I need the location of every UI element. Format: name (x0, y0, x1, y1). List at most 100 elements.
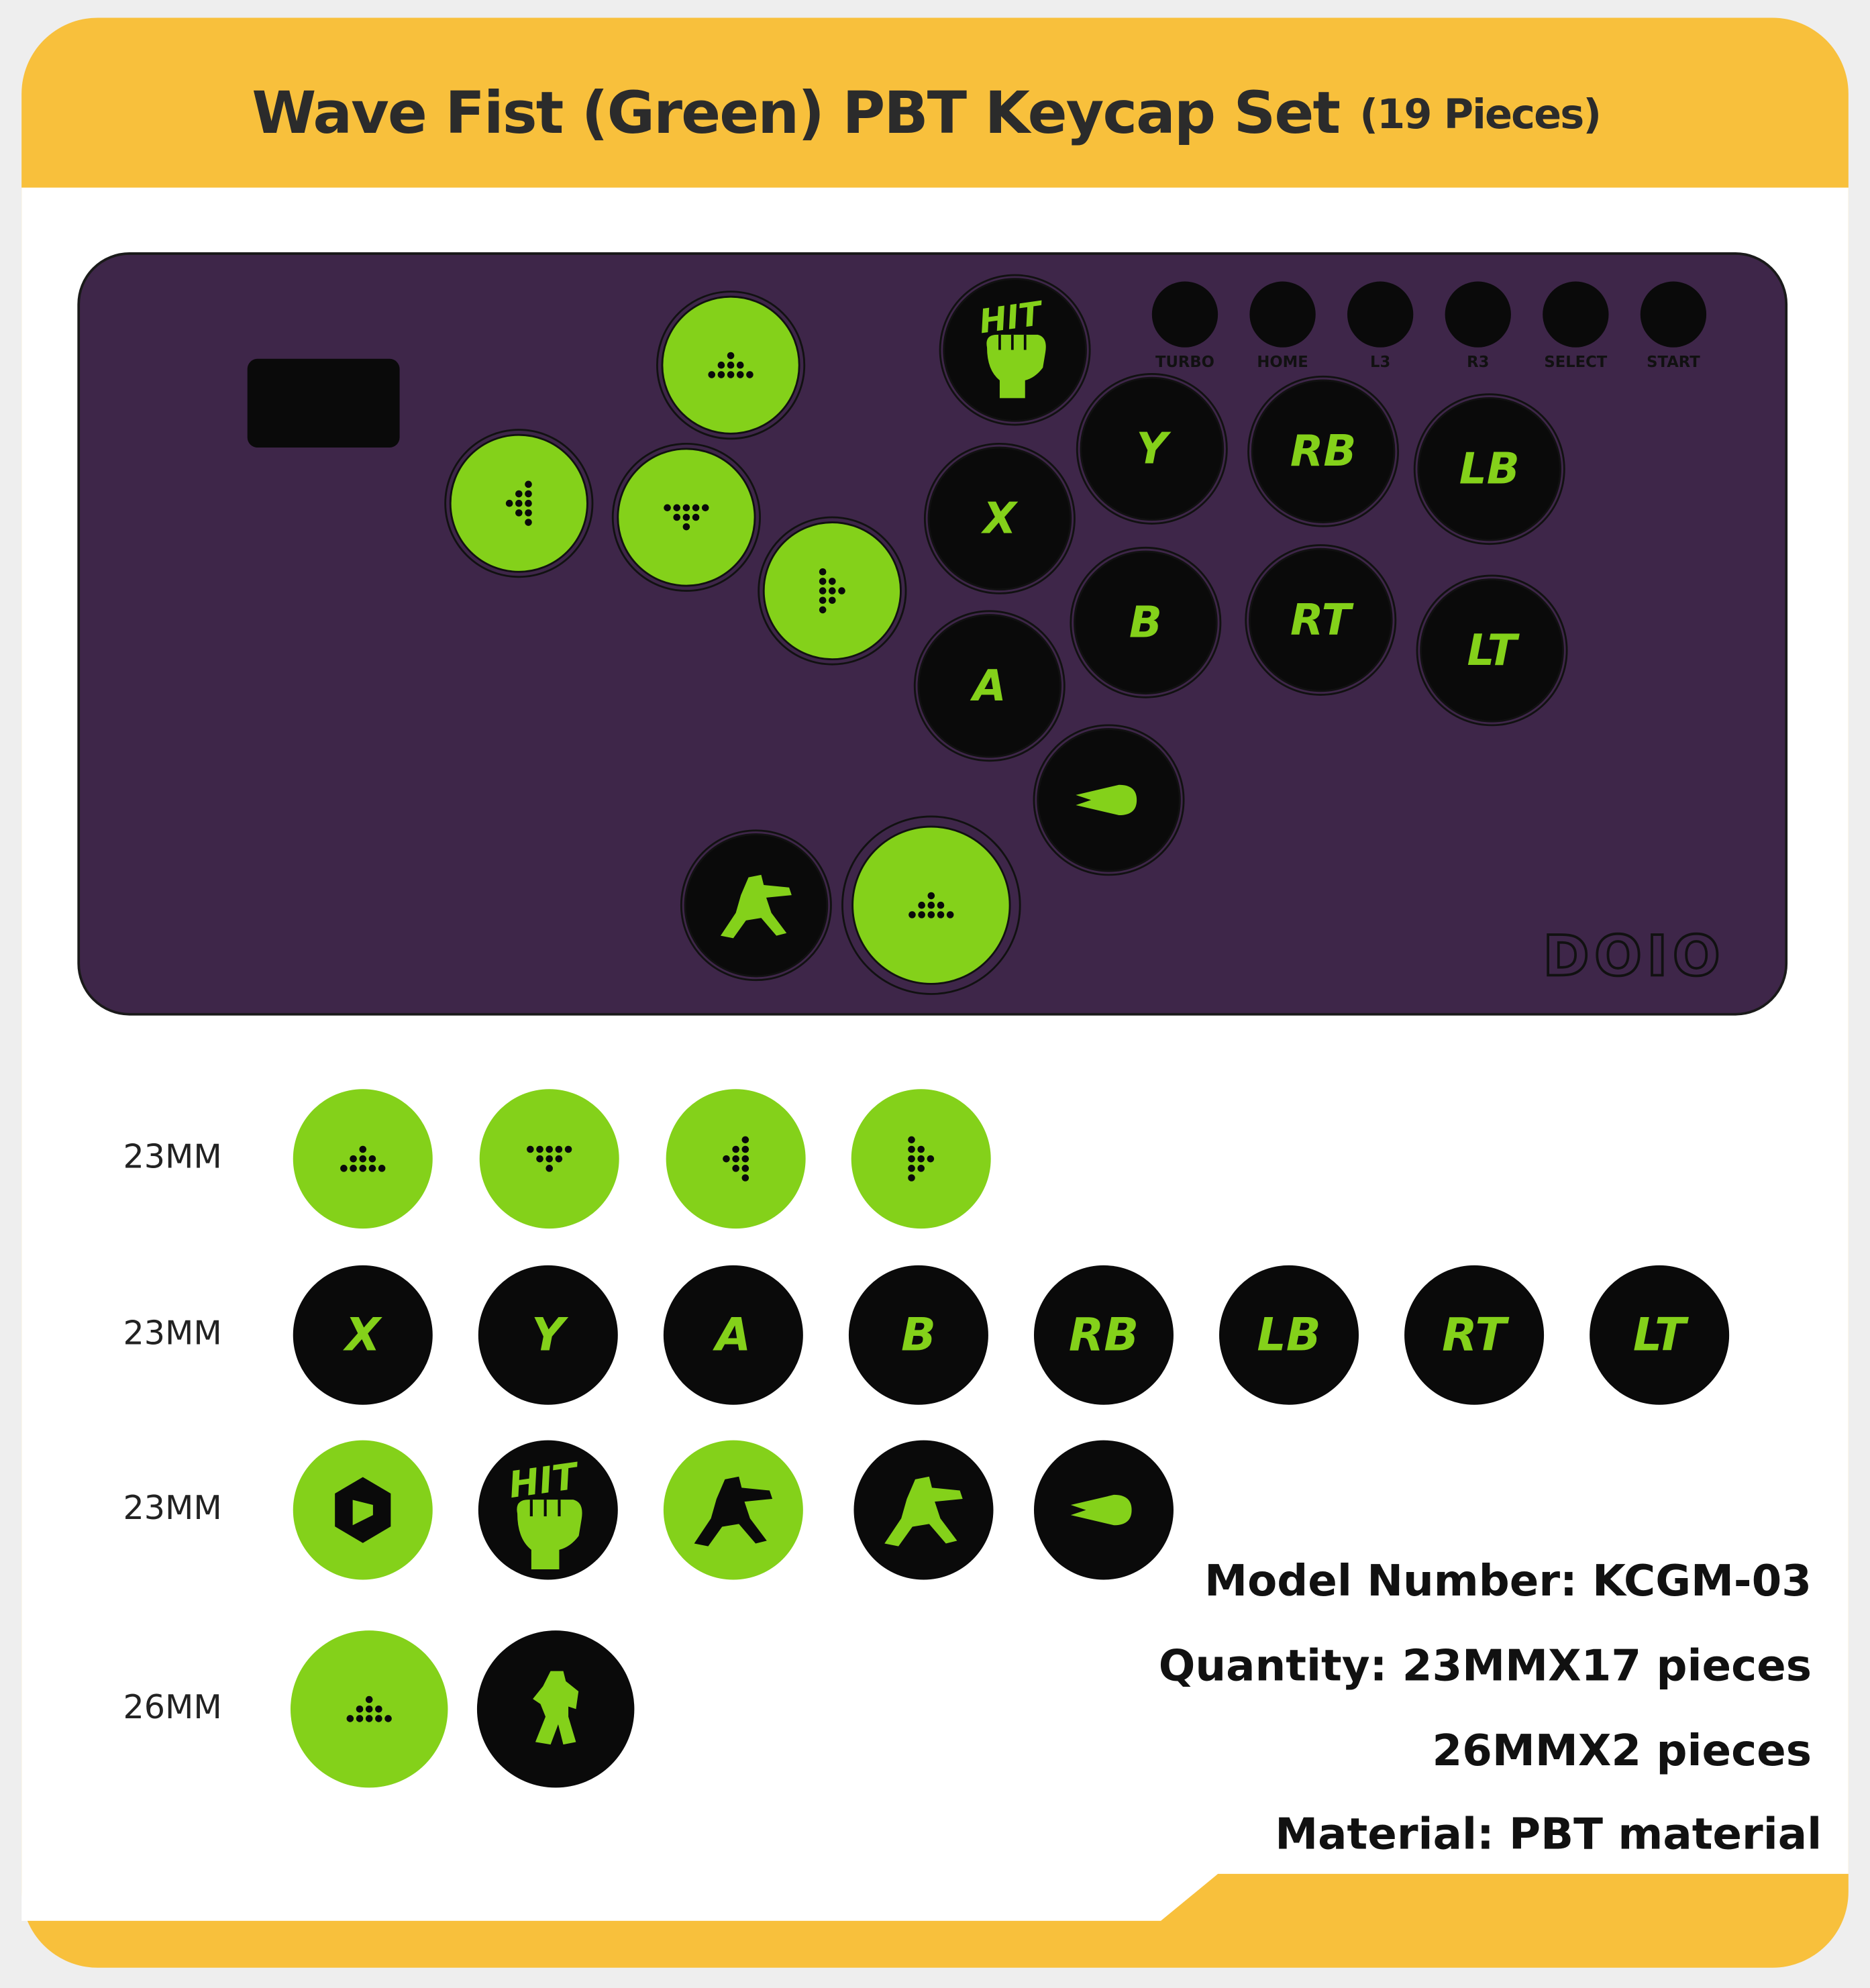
dot (708, 371, 716, 378)
key-label: RB (1290, 426, 1356, 476)
dot (525, 480, 532, 488)
dot (727, 352, 735, 360)
dot (937, 901, 945, 909)
key-label: B (1129, 597, 1162, 647)
dot (723, 1155, 730, 1163)
dot (937, 911, 945, 919)
fighter-shape (884, 1476, 963, 1547)
fist-icon: HIT (977, 294, 1047, 399)
keycap (1080, 376, 1225, 521)
dot (515, 490, 523, 498)
brand-hex-icon (335, 1477, 391, 1543)
key-ring (923, 442, 1076, 594)
spec-line: Quantity: 23MMX17 pieces (1159, 1640, 1812, 1691)
key-label: RT (1290, 595, 1355, 645)
key-ring (1033, 724, 1185, 876)
dot-arrow-icon (505, 480, 532, 526)
dot (819, 606, 827, 614)
fist-shape (986, 334, 1046, 399)
dot (838, 587, 845, 594)
dot (682, 513, 690, 521)
keycap (1219, 1265, 1359, 1405)
key-label: X (980, 493, 1019, 543)
key-ring (1070, 546, 1222, 698)
small-button (1640, 281, 1707, 348)
dot (819, 568, 827, 576)
fist-icon: HIT (506, 1455, 582, 1570)
dot (365, 1715, 373, 1722)
dot (346, 1715, 354, 1722)
key-ring (1247, 375, 1400, 527)
keycap (1248, 547, 1393, 692)
dot (350, 1165, 357, 1172)
dot (536, 1155, 543, 1163)
dot (829, 578, 836, 585)
small-button-label: START (1647, 354, 1700, 371)
size-label: 23MM (123, 1313, 221, 1352)
keycap (917, 614, 1062, 758)
size-label: 26MM (123, 1687, 221, 1726)
keycap (478, 1265, 618, 1405)
small-button-label: HOME (1257, 354, 1308, 371)
fighter-icon (884, 1476, 963, 1547)
dot (741, 1174, 749, 1182)
dot (741, 1145, 749, 1153)
hit-text: HIT (977, 294, 1047, 342)
dot-arrow-icon (340, 1145, 386, 1172)
dot (946, 911, 954, 919)
dot (918, 911, 925, 919)
fist-lines (529, 1500, 561, 1517)
keycap (1404, 1265, 1545, 1405)
key-label: X (343, 1308, 383, 1361)
dot-arrow-icon (664, 504, 709, 531)
title: Wave Fist (Green) PBT Keycap Set (19 Piec… (252, 79, 1600, 147)
dot (384, 1715, 392, 1722)
small-button-label: R3 (1467, 354, 1489, 371)
dot (356, 1715, 364, 1722)
dot (736, 371, 744, 378)
dot (927, 1155, 935, 1163)
title-main: Wave Fist (Green) PBT Keycap Set (252, 79, 1339, 147)
dot (692, 504, 700, 512)
dot (732, 1145, 739, 1153)
dot (741, 1136, 749, 1144)
dot (378, 1165, 386, 1172)
key-ring (444, 429, 594, 578)
size-label: 23MM (123, 1137, 221, 1176)
dot-arrow-icon (723, 1136, 749, 1182)
spec-line: 26MMX2 pieces (1432, 1726, 1812, 1776)
brand-logo: DOIO (1543, 923, 1725, 988)
hit-text: HIT (506, 1455, 582, 1506)
dot (908, 911, 916, 919)
key-ring (656, 291, 806, 440)
dot (908, 1174, 915, 1182)
dot (727, 371, 735, 378)
dot (727, 361, 735, 369)
fist-shape (517, 1500, 582, 1570)
fighter-icon (720, 874, 792, 939)
dot (359, 1155, 367, 1163)
dot (375, 1715, 382, 1722)
dot (682, 504, 690, 512)
dot (359, 1145, 367, 1153)
dot (829, 596, 836, 605)
key-label: A (713, 1308, 751, 1361)
dot (908, 1165, 915, 1172)
dot (356, 1705, 364, 1713)
key-ring (913, 610, 1066, 762)
dot (927, 892, 935, 900)
small-button (1151, 281, 1218, 348)
keycap (1033, 1265, 1174, 1405)
small-button (1445, 281, 1511, 348)
keycap (848, 1265, 988, 1405)
dot-arrow-icon (527, 1145, 572, 1172)
dot (908, 1155, 915, 1163)
key-ring (611, 442, 761, 592)
key-label: LT (1467, 625, 1520, 676)
dot (505, 499, 513, 507)
title-count: (19 Pieces) (1359, 91, 1600, 138)
dot (673, 513, 681, 521)
dot-arrow-icon (819, 568, 845, 614)
dot-arrow-icon (908, 1136, 935, 1182)
